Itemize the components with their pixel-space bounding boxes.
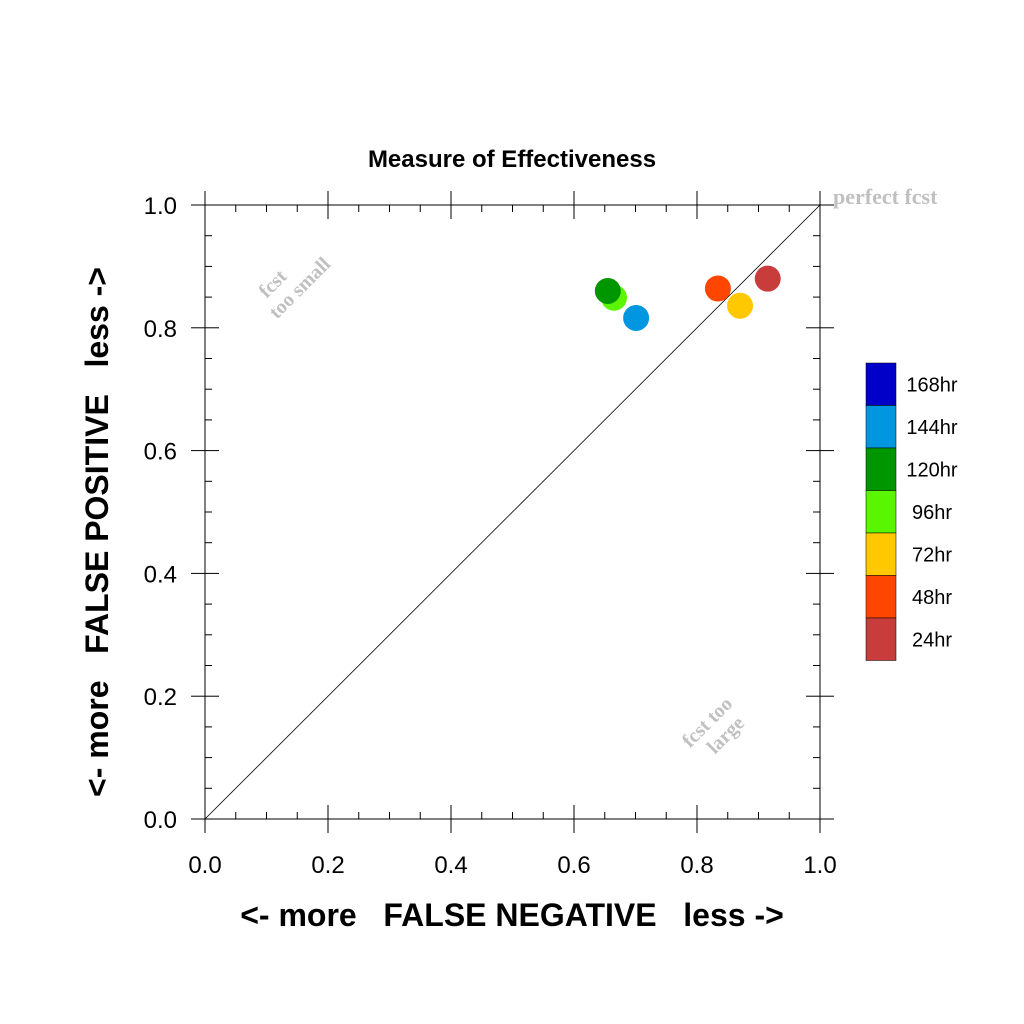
legend-label-120hr: 120hr [906, 459, 957, 481]
y-tick-label: 0.0 [144, 807, 177, 834]
legend-label-144hr: 144hr [906, 417, 957, 439]
y-tick-label: 0.8 [144, 316, 177, 343]
x-tick-label: 0.8 [680, 852, 713, 879]
legend-swatch-168hr [865, 362, 897, 406]
data-point-24hr [754, 265, 781, 292]
legend-label-24hr: 24hr [912, 629, 952, 651]
legend-swatch-120hr [865, 447, 897, 491]
annotation-too-small: fcst too small [255, 253, 336, 323]
legend-label-96hr: 96hr [912, 502, 952, 524]
y-tick-label: 0.4 [144, 561, 177, 588]
legend-label-72hr: 72hr [912, 544, 952, 566]
x-tick-label: 1.0 [803, 852, 836, 879]
annotation-perfect-fcst: perfect fcst [833, 184, 938, 209]
x-tick-label: 0.2 [311, 852, 344, 879]
legend-swatch-24hr [865, 617, 897, 661]
y-tick-label: 0.2 [144, 684, 177, 711]
legend-label-168hr: 168hr [906, 374, 957, 396]
annotation-too-large: fcst too large [678, 693, 749, 758]
data-point-72hr [727, 292, 754, 319]
legend-swatch-96hr [865, 490, 897, 534]
chart-title: Measure of Effectiveness [368, 146, 656, 173]
legend-swatch-48hr [865, 575, 897, 619]
data-point-48hr [704, 275, 731, 302]
y-tick-label: 1.0 [144, 193, 177, 220]
data-point-120hr [594, 277, 621, 304]
legend-swatch-144hr [865, 405, 897, 449]
x-tick-label: 0.4 [434, 852, 467, 879]
plot-area: 0.0 0.2 0.4 0.6 0.8 1.0 0.0 0.2 0.4 0.6 0.8 1.0 [144, 191, 837, 879]
data-points [594, 265, 781, 331]
x-tick-label: 0.0 [188, 852, 221, 879]
perfect-forecast-diagonal [204, 204, 821, 820]
x-tick-label: 0.6 [557, 852, 590, 879]
legend-label-48hr: 48hr [912, 587, 952, 609]
y-axis-label: <- more FALSE POSITIVE less -> [79, 267, 115, 797]
data-point-144hr [623, 304, 650, 331]
legend: 168hr 144hr 120hr 96hr 72hr 48hr 24hr [865, 362, 958, 661]
y-tick-label: 0.6 [144, 439, 177, 466]
legend-swatch-72hr [865, 532, 897, 576]
x-axis-label: <- more FALSE NEGATIVE less -> [240, 897, 784, 933]
